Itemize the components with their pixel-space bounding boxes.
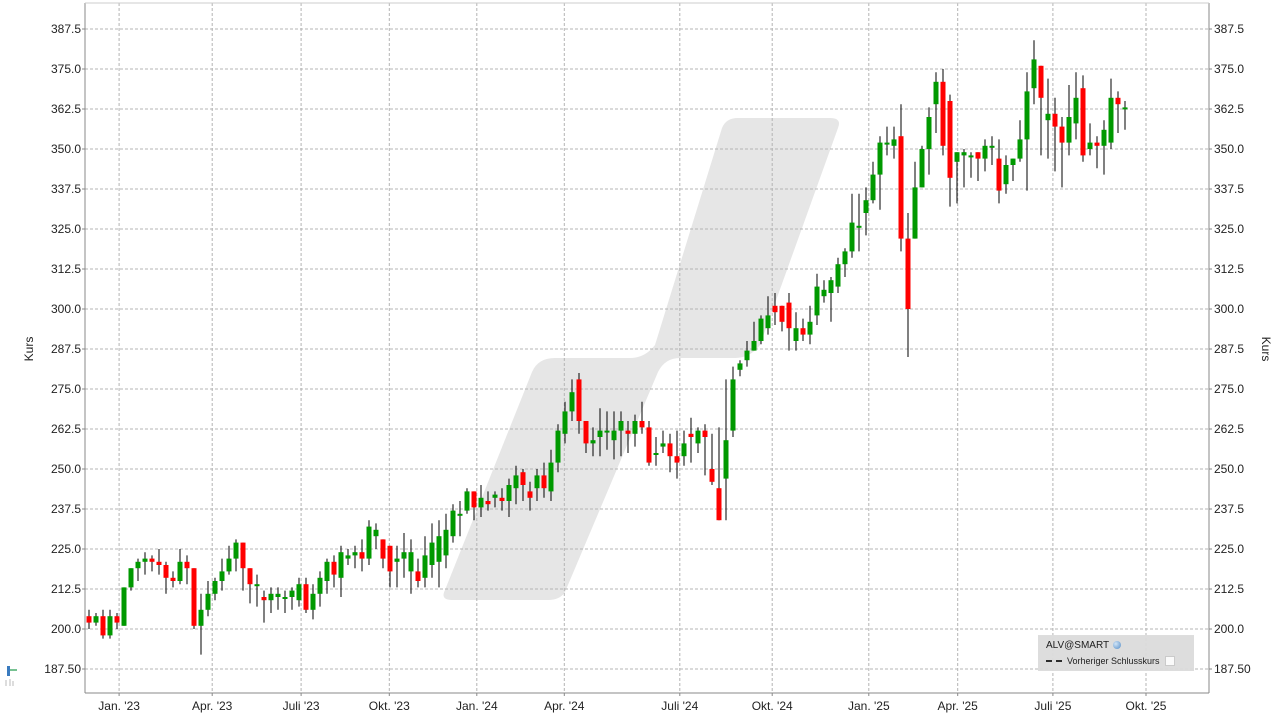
- svg-text:300.0: 300.0: [1214, 302, 1244, 316]
- svg-text:312.5: 312.5: [51, 262, 81, 276]
- svg-text:237.5: 237.5: [1214, 502, 1244, 516]
- y-axis-left-ticks: 387.5 375.0 362.5 350.0 337.5 325.0 312.5 300.0…: [44, 22, 85, 676]
- svg-text:Juli '25: Juli '25: [1034, 699, 1071, 713]
- svg-text:Jan. '25: Jan. '25: [848, 699, 890, 713]
- svg-text:387.5: 387.5: [1214, 22, 1244, 36]
- svg-text:200.0: 200.0: [51, 622, 81, 636]
- svg-text:250.0: 250.0: [1214, 462, 1244, 476]
- svg-text:375.0: 375.0: [51, 62, 81, 76]
- svg-text:Okt. '23: Okt. '23: [369, 699, 410, 713]
- svg-text:262.5: 262.5: [51, 422, 81, 436]
- svg-text:287.5: 287.5: [1214, 342, 1244, 356]
- svg-text:287.5: 287.5: [51, 342, 81, 356]
- axes: [84, 2, 1210, 694]
- svg-text:Okt. '24: Okt. '24: [752, 699, 793, 713]
- svg-text:187.50: 187.50: [1214, 662, 1251, 676]
- candles: [86, 40, 1128, 655]
- watermark-logo: [443, 118, 839, 600]
- svg-text:375.0: 375.0: [1214, 62, 1244, 76]
- svg-text:237.5: 237.5: [51, 502, 81, 516]
- checkbox-icon[interactable]: [1164, 656, 1175, 666]
- svg-text:275.0: 275.0: [1214, 382, 1244, 396]
- x-axis-ticks: Jan. '23 Apr. '23 Juli '23 Okt. '23 Jan. '24…: [98, 693, 1167, 713]
- svg-text:337.5: 337.5: [51, 182, 81, 196]
- svg-text:187.50: 187.50: [44, 662, 81, 676]
- svg-text:Juli '23: Juli '23: [283, 699, 320, 713]
- svg-text:350.0: 350.0: [51, 142, 81, 156]
- svg-text:262.5: 262.5: [1214, 422, 1244, 436]
- svg-text:Juli '24: Juli '24: [661, 699, 698, 713]
- svg-text:Okt. '25: Okt. '25: [1126, 699, 1167, 713]
- svg-text:337.5: 337.5: [1214, 182, 1244, 196]
- y-axis-right-label: Kurs: [1259, 337, 1273, 362]
- svg-text:Apr. '24: Apr. '24: [544, 699, 585, 713]
- svg-text:212.5: 212.5: [1214, 582, 1244, 596]
- svg-text:350.0: 350.0: [1214, 142, 1244, 156]
- svg-text:225.0: 225.0: [51, 542, 81, 556]
- svg-text:Apr. '23: Apr. '23: [192, 699, 233, 713]
- svg-text:Jan. '24: Jan. '24: [456, 699, 498, 713]
- svg-text:250.0: 250.0: [51, 462, 81, 476]
- grid-lines: [85, 3, 1209, 693]
- svg-text:325.0: 325.0: [1214, 222, 1244, 236]
- svg-text:275.0: 275.0: [51, 382, 81, 396]
- y-axis-right-ticks: 387.5 375.0 362.5 350.0 337.5 325.0 312.5 300.0…: [1209, 22, 1251, 676]
- globe-icon[interactable]: [1113, 641, 1122, 650]
- chart-tool-icon[interactable]: [5, 665, 19, 687]
- svg-text:387.5: 387.5: [51, 22, 81, 36]
- legend-series-label: ALV@SMART: [1046, 640, 1110, 651]
- svg-text:Apr. '25: Apr. '25: [938, 699, 979, 713]
- svg-text:325.0: 325.0: [51, 222, 81, 236]
- svg-text:Jan. '23: Jan. '23: [98, 699, 140, 713]
- svg-text:225.0: 225.0: [1214, 542, 1244, 556]
- legend-prev-close-item[interactable]: Vorheriger Schlusskurs: [1046, 656, 1175, 666]
- svg-text:362.5: 362.5: [1214, 102, 1244, 116]
- svg-text:362.5: 362.5: [51, 102, 81, 116]
- svg-text:212.5: 212.5: [51, 582, 81, 596]
- svg-text:300.0: 300.0: [51, 302, 81, 316]
- svg-text:312.5: 312.5: [1214, 262, 1244, 276]
- svg-text:200.0: 200.0: [1214, 622, 1244, 636]
- legend-series-item[interactable]: ALV@SMART: [1046, 640, 1122, 651]
- dashed-line-icon: [1046, 660, 1062, 662]
- y-axis-left-label: Kurs: [22, 337, 36, 362]
- legend-prev-close-label: Vorheriger Schlusskurs: [1067, 656, 1160, 666]
- legend: ALV@SMART Vorheriger Schlusskurs: [1038, 635, 1194, 671]
